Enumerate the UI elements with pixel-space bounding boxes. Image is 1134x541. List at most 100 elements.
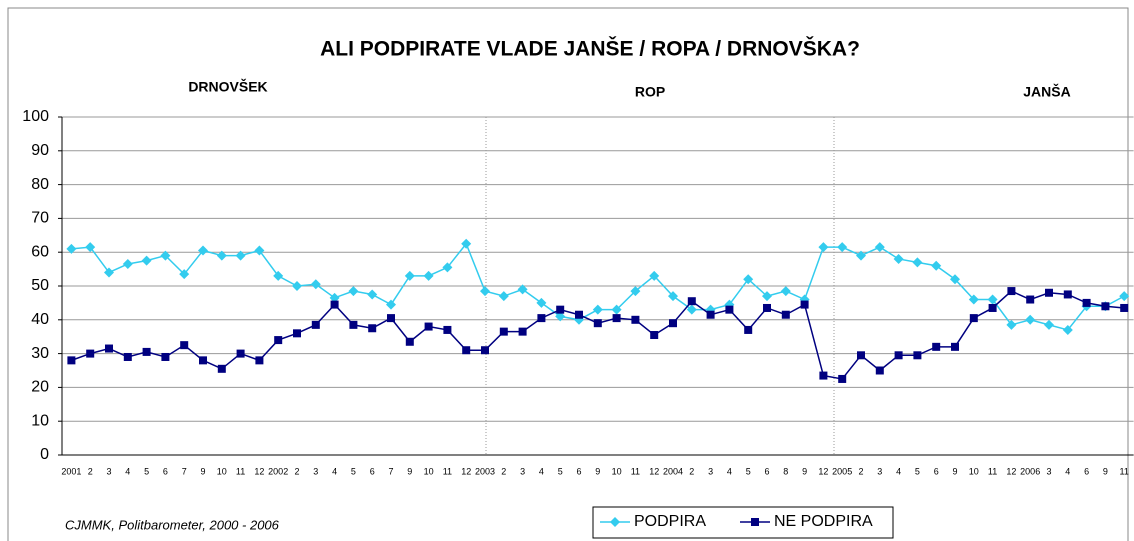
point — [443, 325, 452, 334]
point — [481, 346, 489, 355]
point — [668, 291, 678, 302]
point — [160, 250, 171, 261]
x-tick-label: 2 — [501, 466, 506, 476]
point — [800, 300, 809, 309]
point — [857, 351, 865, 360]
point — [1063, 290, 1072, 299]
y-tick-label: 90 — [31, 142, 49, 159]
point — [367, 289, 378, 300]
x-tick-label: 3 — [708, 466, 713, 476]
point — [725, 305, 734, 314]
point — [235, 250, 246, 261]
x-tick-label: 2 — [294, 466, 299, 476]
point — [424, 322, 433, 331]
x-tick-label: 12 — [1006, 466, 1016, 476]
point — [612, 314, 621, 323]
x-tick-label: 10 — [969, 466, 979, 476]
point — [498, 291, 509, 302]
point — [310, 279, 321, 290]
point — [592, 304, 603, 315]
point — [649, 270, 660, 281]
point — [932, 342, 941, 351]
x-tick-label: 10 — [424, 466, 434, 476]
y-tick-label: 0 — [40, 446, 49, 463]
point — [575, 310, 583, 319]
x-tick-label: 6 — [576, 466, 581, 476]
point — [762, 291, 772, 302]
point — [348, 286, 359, 297]
x-tick-label: 2005 — [832, 466, 852, 476]
point — [329, 292, 340, 303]
point — [518, 327, 527, 336]
point — [631, 315, 640, 324]
point — [480, 286, 490, 297]
point — [180, 341, 189, 350]
point — [423, 270, 434, 281]
point — [122, 259, 133, 270]
point — [743, 274, 754, 285]
legend-label: PODPIRA — [634, 513, 706, 530]
point — [311, 320, 320, 329]
point — [1082, 298, 1091, 307]
point — [273, 270, 284, 281]
point — [179, 269, 190, 280]
point — [874, 242, 885, 253]
point — [405, 337, 414, 346]
point — [819, 371, 828, 380]
point — [442, 262, 453, 273]
point — [499, 327, 508, 336]
point — [123, 352, 132, 361]
x-tick-label: 4 — [727, 466, 732, 476]
point — [85, 242, 96, 253]
x-tick-label: 4 — [1065, 466, 1070, 476]
x-tick-label: 9 — [200, 466, 205, 476]
point — [630, 286, 641, 297]
point — [763, 303, 771, 312]
point — [837, 242, 848, 253]
point — [461, 238, 472, 249]
y-tick-label: 60 — [31, 243, 49, 260]
x-tick-label: 6 — [934, 466, 939, 476]
point — [462, 346, 471, 355]
x-tick-label: 12 — [254, 466, 264, 476]
x-tick-label: 2003 — [475, 466, 495, 476]
point — [537, 314, 546, 323]
x-tick-label: 2 — [689, 466, 694, 476]
x-tick-label: 9 — [1103, 466, 1108, 476]
point — [66, 243, 77, 254]
x-tick-label: 3 — [520, 466, 525, 476]
x-tick-label: 5 — [746, 466, 751, 476]
point — [913, 351, 922, 360]
point — [751, 518, 759, 526]
x-tick-label: 11 — [443, 466, 452, 476]
x-tick-label: 12 — [461, 466, 471, 476]
point — [536, 297, 547, 308]
point — [969, 314, 978, 323]
point — [781, 310, 790, 319]
x-tick-label: 11 — [236, 466, 245, 476]
x-tick-label: 7 — [388, 466, 393, 476]
point — [368, 324, 377, 333]
y-tick-label: 50 — [31, 277, 49, 294]
x-tick-label: 4 — [539, 466, 544, 476]
point — [386, 299, 396, 310]
point — [912, 257, 923, 268]
point — [1026, 295, 1035, 304]
point — [198, 245, 208, 256]
point — [893, 253, 904, 264]
y-tick-label: 30 — [31, 345, 49, 362]
x-tick-label: 9 — [407, 466, 412, 476]
x-tick-label: 3 — [1046, 466, 1051, 476]
x-tick-label: 11 — [988, 466, 997, 476]
point — [1025, 314, 1036, 325]
point — [216, 250, 227, 261]
x-tick-label: 5 — [351, 466, 356, 476]
point — [274, 336, 283, 345]
point — [556, 305, 565, 314]
point — [1045, 288, 1053, 297]
point — [931, 260, 942, 271]
x-tick-label: 2 — [88, 466, 93, 476]
point — [404, 270, 415, 281]
point — [744, 325, 753, 334]
